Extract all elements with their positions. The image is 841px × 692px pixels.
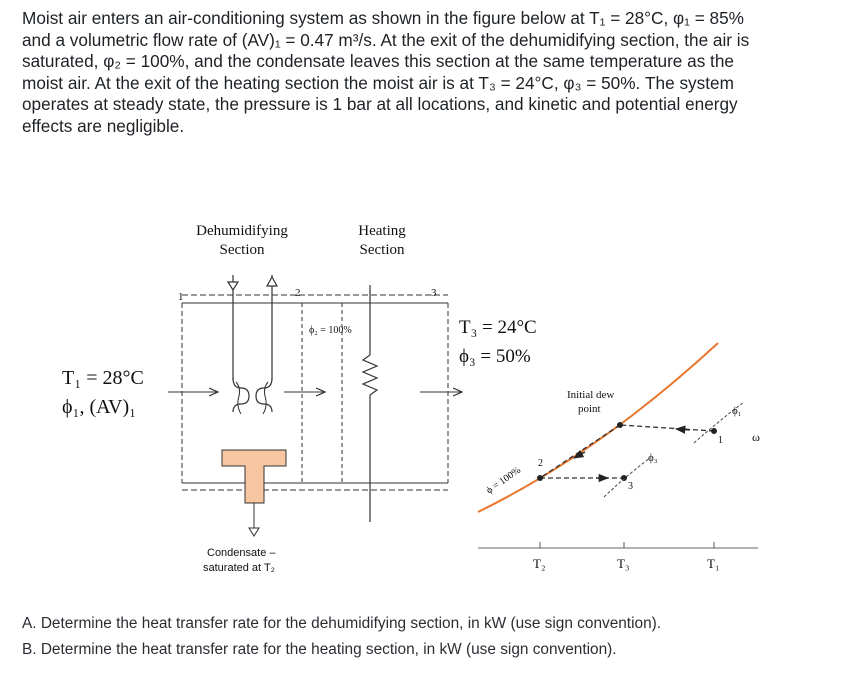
problem-line: moist air. At the exit of the heating se…: [22, 72, 734, 93]
omega-axis-label: ω: [752, 430, 760, 444]
problem-line: operates at steady state, the pressure i…: [22, 94, 738, 114]
chart-point-1-marker: [711, 428, 717, 434]
chart-point-2-marker: [537, 475, 543, 481]
state-1-number: 1: [178, 291, 184, 303]
phi2-label: ϕ₂ = 100%: [309, 325, 352, 336]
chart-point-3-marker: [621, 475, 627, 481]
inlet-phi-flow-label: ϕ₁, (AV)₁: [62, 396, 136, 418]
heating-coil: [361, 285, 379, 522]
problem-line: effects are negligible.: [22, 115, 185, 136]
phi3-chart-label: ϕ₃: [648, 452, 658, 464]
dehumidifying-label-line1: Dehumidifying: [196, 223, 288, 239]
exit-temperature-label: T₃ = 24°C: [459, 317, 537, 338]
heating-label-line1: Heating: [358, 223, 406, 239]
state-3-number: 3: [431, 287, 437, 299]
chart-point-2-label: 2: [538, 458, 543, 469]
condensate-label-line2: saturated at T₂: [203, 562, 275, 574]
problem-line: and a volumetric flow rate of (AV)₁ = 0.…: [22, 29, 750, 50]
phi1-chart-label: ϕ₁: [732, 405, 742, 417]
T2-tick-label: T₂: [533, 556, 545, 571]
dew-point-label-line2: point: [578, 403, 601, 415]
heating-label-line2: Section: [360, 242, 405, 258]
T3-tick-label: T₃: [617, 556, 629, 571]
condensate-label-line1: Condensate –: [207, 547, 276, 559]
dew-point-label-line1: Initial dew: [567, 389, 614, 401]
dehumidifying-label-line2: Section: [220, 242, 265, 258]
chart-point-3-label: 3: [628, 481, 633, 492]
problem-line: Moist air enters an air-conditioning sys…: [22, 8, 744, 28]
question-b: B. Determine the heat transfer rate for …: [22, 641, 617, 658]
state-2-number: 2: [295, 287, 301, 299]
condensate-drain: [248, 503, 260, 537]
inlet-temperature-label: T₁ = 28°C: [62, 367, 144, 389]
T1-tick-label: T₁: [707, 556, 719, 571]
problem-statement: Moist air enters an air-conditioning sys…: [22, 8, 812, 137]
condensate-trough: [221, 449, 287, 504]
duct: [181, 294, 449, 491]
cooling-coil: [226, 275, 279, 415]
chart-point-1-label: 1: [718, 435, 723, 446]
question-a: A. Determine the heat transfer rate for …: [22, 615, 662, 632]
saturation-curve: [477, 342, 719, 513]
exit-phi-label: ϕ₃ = 50%: [459, 346, 531, 367]
dew-point-marker: [617, 422, 623, 428]
psychrometric-sketch: [477, 342, 758, 549]
problem-line: saturated, φ₂ = 100%, and the condensate…: [22, 51, 734, 71]
